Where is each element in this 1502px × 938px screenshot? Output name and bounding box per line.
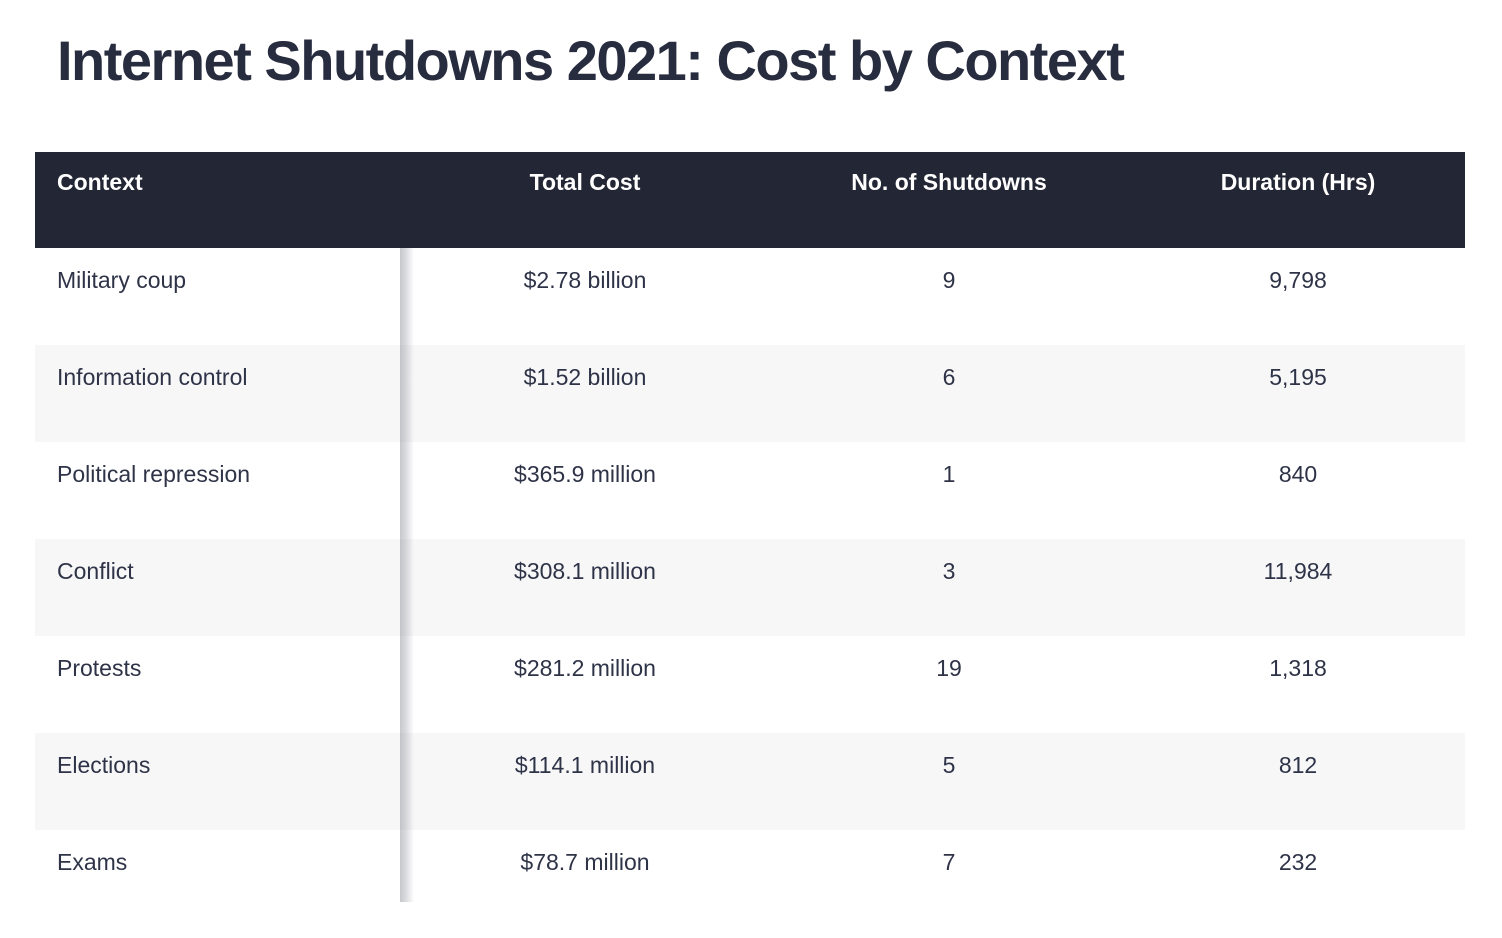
cell-duration: 9,798 xyxy=(1269,267,1327,293)
cell-total-cost: $281.2 million xyxy=(514,655,656,681)
cell-shutdowns: 3 xyxy=(942,558,956,584)
page-title: Internet Shutdowns 2021: Cost by Context xyxy=(57,29,1125,92)
cell-shutdowns: 5 xyxy=(942,752,956,778)
cell-duration: 11,984 xyxy=(1263,558,1333,584)
cell-duration: 812 xyxy=(1278,752,1318,778)
table-row: Protests $281.2 million 19 1,318 xyxy=(35,636,1465,733)
cell-context: Information control xyxy=(57,364,248,390)
cell-shutdowns: 1 xyxy=(942,461,956,487)
cell-total-cost: $308.1 million xyxy=(514,558,656,584)
cell-shutdowns: 19 xyxy=(936,655,962,681)
column-header-context: Context xyxy=(57,169,143,195)
cell-total-cost: $78.7 million xyxy=(520,849,650,875)
cell-duration: 5,195 xyxy=(1269,364,1327,390)
cell-context: Conflict xyxy=(57,558,134,584)
cell-duration: 1,318 xyxy=(1269,655,1327,681)
table-row: Exams $78.7 million 7 232 xyxy=(35,830,1465,902)
column-header-total-cost: Total Cost xyxy=(529,169,641,195)
cell-context: Protests xyxy=(57,655,142,681)
cell-context: Exams xyxy=(57,849,128,875)
table-row: Political repression $365.9 million 1 84… xyxy=(35,442,1465,539)
table-row: Information control $1.52 billion 6 5,19… xyxy=(35,345,1465,442)
column-header-duration: Duration (Hrs) xyxy=(1220,169,1376,195)
cell-shutdowns: 9 xyxy=(942,267,956,293)
cell-duration: 232 xyxy=(1278,849,1318,875)
cell-context: Elections xyxy=(57,752,151,778)
cell-context: Military coup xyxy=(57,267,187,293)
cell-shutdowns: 6 xyxy=(942,364,956,390)
table-header-row: Context Total Cost No. of Shutdowns Dura… xyxy=(35,152,1465,248)
cell-total-cost: $365.9 million xyxy=(514,461,656,487)
cell-total-cost: $114.1 million xyxy=(514,752,656,778)
cell-total-cost: $1.52 billion xyxy=(523,364,647,390)
table-row: Elections $114.1 million 5 812 xyxy=(35,733,1465,830)
table-row: Military coup $2.78 billion 9 9,798 xyxy=(35,248,1465,345)
cell-shutdowns: 7 xyxy=(942,849,956,875)
cell-total-cost: $2.78 billion xyxy=(523,267,647,293)
cell-context: Political repression xyxy=(57,461,251,487)
cell-duration: 840 xyxy=(1278,461,1318,487)
shutdowns-table: Context Total Cost No. of Shutdowns Dura… xyxy=(35,152,1465,902)
table-row: Conflict $308.1 million 3 11,984 xyxy=(35,539,1465,636)
column-header-shutdowns: No. of Shutdowns xyxy=(851,169,1047,195)
